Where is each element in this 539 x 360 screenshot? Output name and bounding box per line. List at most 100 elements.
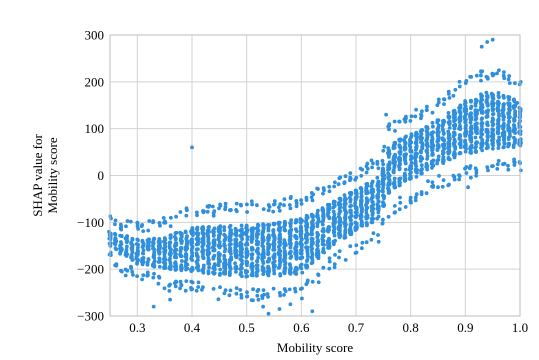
data-point — [228, 265, 233, 270]
data-point — [244, 271, 248, 275]
data-point — [190, 246, 194, 251]
data-point — [463, 117, 467, 121]
data-point — [380, 221, 385, 226]
data-point — [425, 157, 429, 161]
data-point — [245, 252, 250, 256]
data-point — [496, 131, 501, 135]
data-point — [458, 142, 463, 147]
data-point — [162, 286, 167, 291]
x-tick-label: 0.9 — [457, 320, 473, 335]
data-point — [260, 296, 265, 300]
data-point — [436, 123, 441, 128]
data-point — [282, 220, 287, 225]
data-point — [513, 81, 517, 86]
data-point — [491, 164, 495, 168]
data-point — [261, 249, 266, 254]
data-point — [124, 236, 129, 241]
data-point — [299, 248, 304, 253]
data-point — [463, 120, 467, 125]
data-point — [429, 138, 434, 143]
data-point — [430, 184, 434, 189]
data-point — [447, 96, 452, 100]
data-point — [184, 246, 188, 251]
data-point — [387, 123, 392, 128]
data-point — [343, 215, 348, 220]
data-point — [365, 181, 370, 186]
data-point — [146, 257, 151, 261]
data-point — [338, 216, 342, 221]
data-point — [234, 208, 239, 212]
data-point — [359, 173, 364, 178]
data-point — [119, 234, 124, 238]
data-point — [491, 103, 496, 108]
data-point — [234, 244, 239, 248]
data-point — [223, 271, 228, 276]
data-point — [184, 279, 189, 283]
data-point — [359, 194, 364, 199]
data-point — [174, 280, 179, 284]
data-point — [375, 162, 380, 166]
data-point — [513, 104, 517, 109]
data-point — [419, 116, 423, 121]
data-point — [409, 156, 414, 161]
data-point — [430, 142, 434, 147]
y-tick-label: 200 — [85, 74, 105, 89]
data-point — [446, 157, 451, 161]
y-tick-label: 0 — [98, 168, 105, 183]
data-point — [441, 131, 446, 136]
data-point — [430, 152, 435, 157]
data-point — [469, 151, 473, 155]
data-point — [376, 189, 381, 194]
data-point — [255, 263, 260, 268]
data-point — [266, 250, 270, 254]
data-point — [108, 233, 113, 238]
data-point — [260, 238, 265, 242]
data-point — [403, 178, 408, 183]
data-point — [147, 219, 152, 223]
data-point — [321, 246, 326, 251]
data-point — [288, 265, 293, 270]
data-point — [287, 238, 292, 243]
data-point — [136, 227, 141, 231]
data-point — [420, 136, 424, 140]
data-point — [486, 168, 490, 173]
data-point — [337, 196, 342, 201]
data-point — [384, 112, 388, 117]
data-point — [119, 242, 124, 247]
data-point — [146, 228, 151, 233]
data-point — [436, 97, 441, 102]
data-point — [200, 237, 205, 241]
data-point — [403, 167, 408, 172]
x-axis-title: Mobility score — [277, 340, 353, 355]
data-point — [458, 133, 463, 138]
data-point — [436, 154, 441, 159]
data-point — [441, 150, 446, 155]
data-point — [124, 247, 129, 252]
data-point — [234, 291, 239, 296]
data-point — [239, 292, 244, 297]
data-point — [145, 244, 150, 248]
data-point — [419, 171, 424, 176]
data-point — [282, 228, 287, 232]
data-point — [141, 248, 146, 253]
data-point — [408, 145, 413, 150]
data-point — [234, 237, 239, 242]
data-point — [184, 213, 189, 218]
data-point — [502, 161, 507, 166]
data-point — [276, 227, 281, 232]
data-point — [464, 123, 468, 128]
data-point — [386, 168, 390, 172]
data-point — [222, 238, 227, 243]
data-point — [272, 263, 277, 268]
data-point — [435, 138, 440, 143]
data-point — [354, 175, 359, 180]
data-point — [446, 132, 451, 136]
data-point — [195, 210, 199, 215]
data-point — [360, 223, 365, 228]
data-point — [490, 141, 495, 146]
data-point — [254, 239, 259, 243]
x-tick-label: 0.7 — [348, 320, 365, 335]
data-point — [458, 118, 463, 123]
data-point — [251, 298, 255, 303]
data-point — [392, 176, 397, 181]
